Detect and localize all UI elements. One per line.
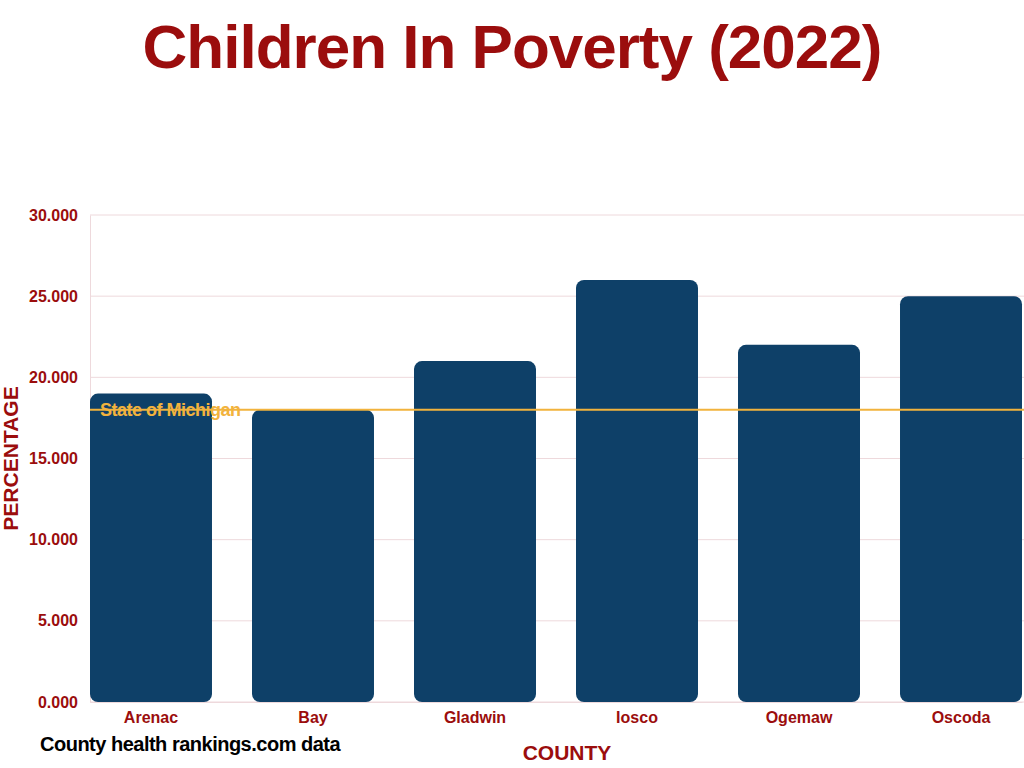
y-tick: 0.000 — [38, 694, 90, 711]
x-tick: Ogemaw — [766, 702, 833, 726]
y-tick-label: 5.000 — [38, 612, 78, 629]
y-tick: 5.000 — [38, 612, 90, 629]
grid-line — [90, 702, 1024, 703]
bar — [252, 410, 374, 702]
x-tick-label: Ogemaw — [766, 709, 833, 726]
grid-line — [90, 215, 1024, 216]
reference-label: State of Michigan — [100, 400, 241, 420]
bar — [576, 280, 698, 702]
title: Children In Poverty (2022) — [143, 12, 882, 81]
grid — [90, 215, 1024, 702]
bar — [90, 394, 212, 702]
x-axis: Arenac Bay Gladwin Iosco Ogemaw Oscoda — [91, 702, 1023, 726]
y-tick-label: 25.000 — [29, 288, 78, 305]
x-tick: Arenac — [124, 702, 178, 726]
bar — [738, 345, 860, 702]
x-tick: Iosco — [616, 702, 658, 726]
y-tick-label: 20.000 — [29, 369, 78, 386]
y-tick: 20.000 — [29, 369, 90, 386]
y-tick: 30.000 — [29, 207, 90, 224]
y-tick: 10.000 — [29, 531, 90, 548]
bar — [900, 296, 1022, 702]
grid-line — [90, 539, 1024, 540]
x-axis-title: COUNTY — [523, 741, 612, 764]
x-tick: Oscoda — [932, 702, 991, 726]
x-axis-line — [91, 702, 1023, 703]
y-tick: 15.000 — [29, 450, 90, 467]
y-tick-label: 0.000 — [38, 694, 78, 711]
grid-line — [90, 296, 1024, 297]
y-tick-label: 10.000 — [29, 531, 78, 548]
x-tick-label: Gladwin — [444, 709, 506, 726]
source-note: County health rankings.com data — [40, 733, 341, 755]
x-tick: Bay — [298, 702, 327, 726]
y-tick-label: 15.000 — [29, 450, 78, 467]
x-tick-label: Iosco — [616, 709, 658, 726]
grid-line — [90, 458, 1024, 459]
y-axis: 0.000 5.000 10.000 15.000 20.000 25.000 30.000 — [29, 207, 90, 711]
x-tick-label: Oscoda — [932, 709, 991, 726]
y-axis-title: PERCENTAGE — [0, 386, 22, 530]
x-tick-label: Arenac — [124, 709, 178, 726]
x-tick-label: Bay — [298, 709, 327, 726]
bars — [90, 280, 1022, 702]
bar — [414, 361, 536, 702]
x-tick: Gladwin — [444, 702, 506, 726]
y-tick: 25.000 — [29, 288, 90, 305]
grid-line — [90, 620, 1024, 621]
chart: Children In Poverty (2022) 0.000 5.000 10.0… — [0, 0, 1024, 768]
y-tick-label: 30.000 — [29, 207, 78, 224]
grid-line — [90, 377, 1024, 378]
